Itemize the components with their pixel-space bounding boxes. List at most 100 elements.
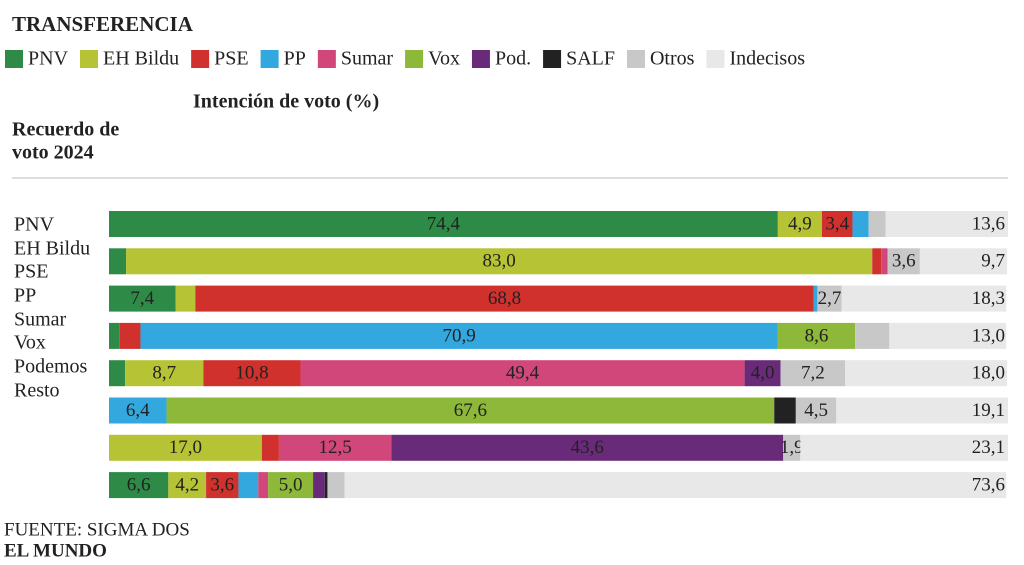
bar-segment <box>166 397 775 424</box>
value-label: 18,3 <box>972 288 1005 309</box>
bar-segment <box>109 397 167 424</box>
value-label: 3,4 <box>825 213 849 234</box>
value-label: 73,6 <box>972 474 1005 495</box>
legend-swatch <box>317 50 336 68</box>
value-label: 70,9 <box>443 325 476 346</box>
bar-segment <box>872 248 882 275</box>
value-label: 6,6 <box>127 474 151 495</box>
value-label: 49,4 <box>506 363 540 384</box>
chart-title: TRANSFERENCIA <box>12 12 194 36</box>
value-label: 18,0 <box>972 363 1005 384</box>
value-label: 5,0 <box>279 474 303 495</box>
bar-segment <box>852 211 869 237</box>
y-tick-label: PP <box>14 285 36 307</box>
bar-segment <box>889 322 1007 349</box>
value-label: 4,5 <box>804 400 828 421</box>
legend-label: PP <box>284 48 306 70</box>
bar-segment <box>206 472 239 499</box>
bar-segment <box>278 434 392 461</box>
y-tick-label: Resto <box>14 380 60 402</box>
bar-segment <box>195 285 814 312</box>
bar-segment <box>140 322 778 349</box>
value-label: 13,6 <box>972 213 1005 234</box>
bar-segment <box>109 434 262 461</box>
bar-segment <box>885 211 1008 237</box>
bar-segment <box>391 434 784 461</box>
value-label: 1,9 <box>780 437 804 458</box>
legend-label: Vox <box>428 48 460 70</box>
bar-segment <box>109 360 126 387</box>
legend-swatch <box>543 50 562 68</box>
bar-segment <box>800 434 1008 461</box>
bar-segment <box>841 285 1007 312</box>
value-label: 3,6 <box>210 474 234 495</box>
value-label: 13,0 <box>972 325 1005 346</box>
bar-segment <box>109 322 120 349</box>
legend-swatch <box>626 50 645 68</box>
value-label: 2,7 <box>818 288 842 309</box>
value-label: 17,0 <box>169 437 202 458</box>
y-axis-title: Recuerdo de <box>12 119 119 141</box>
bar-segment <box>175 285 196 312</box>
bar-segment <box>780 360 846 387</box>
value-label: 19,1 <box>972 400 1005 421</box>
legend-label: Indecisos <box>729 48 805 70</box>
legend-label: SALF <box>566 48 615 70</box>
bar-segment <box>203 360 301 387</box>
bar-segment <box>821 211 853 237</box>
bar-segment <box>777 211 822 237</box>
value-label: 4,0 <box>751 363 775 384</box>
legend-label: EH Bildu <box>103 48 179 70</box>
bar-segment <box>777 322 856 349</box>
bar-segment <box>868 211 886 237</box>
value-label: 43,6 <box>571 437 604 458</box>
value-label: 6,4 <box>126 400 150 421</box>
legend-label: PSE <box>214 48 248 70</box>
value-label: 74,4 <box>427 213 461 234</box>
value-label: 23,1 <box>972 437 1005 458</box>
value-label: 8,6 <box>805 325 829 346</box>
bar-segment <box>109 248 127 275</box>
bar-segment <box>258 472 269 499</box>
value-label: 8,7 <box>152 363 176 384</box>
value-label: 7,4 <box>130 288 154 309</box>
value-label: 7,2 <box>801 363 825 384</box>
bar-segment <box>817 285 842 312</box>
bar-segment <box>109 285 176 312</box>
y-tick-label: Vox <box>14 332 46 354</box>
legend-swatch <box>471 50 490 68</box>
y-tick-label: PSE <box>14 261 48 283</box>
y-axis-title: voto 2024 <box>12 142 94 164</box>
x-axis-title: Intención de voto (%) <box>193 91 379 113</box>
bar-segment <box>836 397 1008 424</box>
value-label: 12,5 <box>318 437 351 458</box>
value-label: 3,6 <box>892 251 916 272</box>
bar-segment <box>813 285 818 312</box>
legend-label: Otros <box>650 48 695 70</box>
bar-segment <box>783 434 801 461</box>
value-label: 68,8 <box>488 288 521 309</box>
bar-segment <box>324 472 328 499</box>
bar-segment <box>313 472 325 499</box>
bar-segment <box>300 360 745 387</box>
bar-segment <box>126 248 873 275</box>
bar-segment <box>744 360 781 387</box>
bar-segment <box>109 211 778 237</box>
brand: EL MUNDO <box>4 540 107 561</box>
value-label: 10,8 <box>235 363 268 384</box>
bar-segment <box>327 472 345 499</box>
legend-swatch <box>260 50 279 68</box>
value-label: 4,2 <box>175 474 199 495</box>
value-label: 67,6 <box>454 400 487 421</box>
bar-segment <box>109 472 169 499</box>
legend-label: Sumar <box>341 48 394 70</box>
y-tick-label: PNV <box>14 214 55 236</box>
legend-label: PNV <box>28 48 69 70</box>
bar-segment <box>855 322 890 349</box>
legend-swatch <box>405 50 424 68</box>
value-label: 9,7 <box>981 251 1005 272</box>
y-tick-label: Sumar <box>14 309 67 331</box>
legend-swatch <box>5 50 23 68</box>
legend-swatch <box>706 50 725 68</box>
